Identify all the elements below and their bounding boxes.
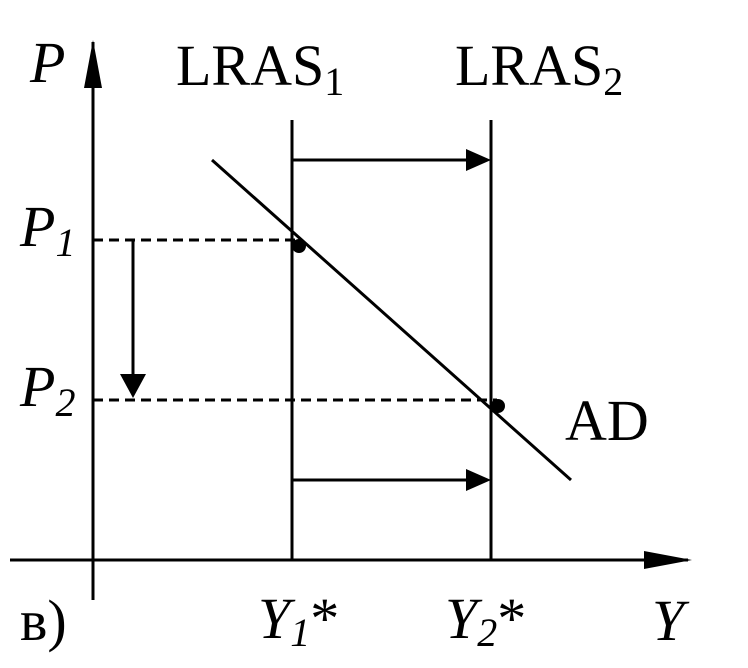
price-arrowhead — [120, 374, 146, 398]
y1-text: Y — [258, 586, 296, 651]
y2-label: Y2* — [445, 586, 526, 655]
y1-label: Y1* — [258, 586, 339, 655]
ad-line — [211, 158, 572, 482]
y2-text: Y — [445, 586, 483, 651]
p1-sub: 1 — [55, 220, 75, 265]
p1-label: P1 — [19, 194, 75, 265]
p2-label: P2 — [19, 354, 75, 425]
lras2-text: LRAS — [455, 33, 603, 98]
shift-arrowhead-bottom — [466, 469, 491, 491]
lras1-text: LRAS — [176, 33, 324, 98]
p2-text: P — [19, 354, 55, 419]
y2-star: * — [497, 586, 526, 651]
equilibrium-1 — [292, 239, 306, 253]
y-axis-label: P — [29, 30, 65, 95]
ad-label: AD — [565, 388, 649, 453]
y1-star: * — [310, 586, 339, 651]
shift-arrowhead-top — [466, 149, 491, 171]
y1-sub: 1 — [290, 610, 310, 655]
lras1-sub: 1 — [324, 59, 344, 104]
lras2-sub: 2 — [603, 59, 623, 104]
axes — [10, 40, 692, 600]
y-arrowhead — [84, 40, 102, 88]
lras1-label: LRAS1 — [176, 33, 344, 104]
x-axis-label: Y — [652, 588, 690, 653]
equilibrium-2 — [491, 399, 505, 413]
lras2-label: LRAS2 — [455, 33, 623, 104]
y2-sub: 2 — [477, 610, 497, 655]
panel-label: в) — [20, 588, 67, 653]
p2-sub: 2 — [55, 380, 75, 425]
p1-text: P — [19, 194, 55, 259]
x-arrowhead — [644, 551, 692, 569]
